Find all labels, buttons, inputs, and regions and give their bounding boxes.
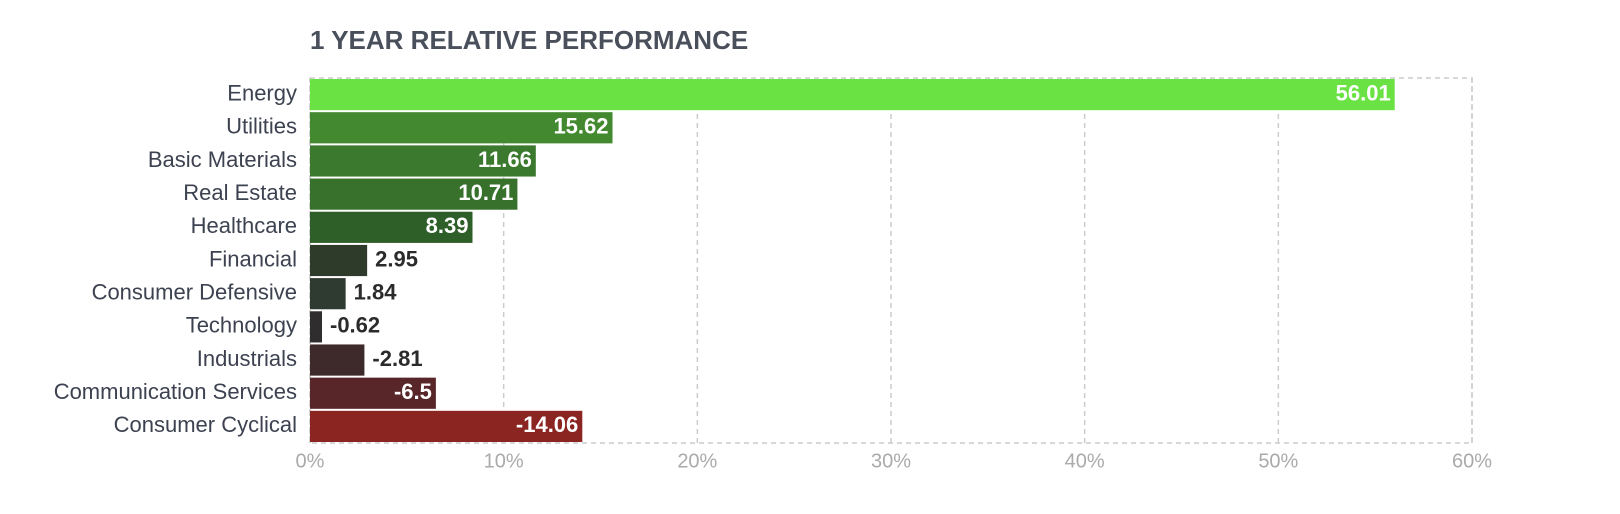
x-tick-label: 10% xyxy=(484,450,524,472)
chart-title: 1 YEAR RELATIVE PERFORMANCE xyxy=(310,25,748,55)
value-label: 10.71 xyxy=(458,180,513,205)
value-label: 2.95 xyxy=(375,246,418,271)
y-tick-label: Consumer Cyclical xyxy=(114,412,297,437)
bar xyxy=(310,311,323,343)
y-tick-label: Technology xyxy=(186,313,297,338)
value-label: 15.62 xyxy=(553,114,608,139)
x-tick-label: 0% xyxy=(296,450,325,472)
x-tick-label: 60% xyxy=(1452,450,1492,472)
y-tick-label: Utilities xyxy=(226,114,297,139)
value-label: -14.06 xyxy=(516,412,578,437)
bar xyxy=(310,377,436,409)
value-label: -2.81 xyxy=(372,346,422,371)
y-tick-label: Healthcare xyxy=(191,213,297,238)
x-tick-label: 20% xyxy=(677,450,717,472)
bar xyxy=(310,79,1395,111)
value-label: 1.84 xyxy=(354,279,398,304)
y-tick-label: Energy xyxy=(227,80,297,105)
bar xyxy=(310,344,365,376)
bar xyxy=(310,178,518,210)
bar xyxy=(310,145,536,177)
bar xyxy=(310,410,583,442)
value-label: 8.39 xyxy=(426,213,469,238)
value-label: 56.01 xyxy=(1336,80,1391,105)
x-tick-label: 40% xyxy=(1065,450,1105,472)
y-tick-label: Basic Materials xyxy=(148,147,297,172)
bar xyxy=(310,112,613,144)
value-label: 11.66 xyxy=(478,147,532,172)
y-tick-label: Communication Services xyxy=(54,379,297,404)
x-tick-label: 50% xyxy=(1258,450,1298,472)
bar xyxy=(310,244,368,277)
y-tick-label: Industrials xyxy=(197,346,297,371)
value-label: -6.5 xyxy=(394,379,432,404)
bar xyxy=(310,211,473,243)
y-tick-label: Consumer Defensive xyxy=(92,279,297,304)
value-label: -0.62 xyxy=(330,313,380,338)
y-tick-label: Real Estate xyxy=(183,180,297,205)
x-tick-label: 30% xyxy=(871,450,911,472)
y-tick-label: Financial xyxy=(209,246,297,271)
bar xyxy=(310,278,346,310)
